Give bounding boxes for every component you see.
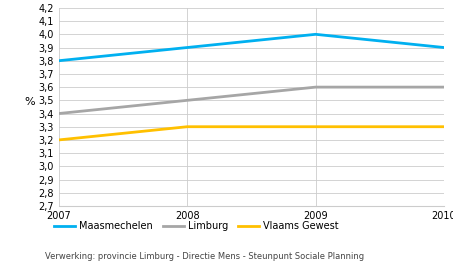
Legend: Maasmechelen, Limburg, Vlaams Gewest: Maasmechelen, Limburg, Vlaams Gewest — [50, 218, 343, 235]
Y-axis label: %: % — [25, 97, 35, 107]
Text: Verwerking: provincie Limburg - Directie Mens - Steunpunt Sociale Planning: Verwerking: provincie Limburg - Directie… — [45, 252, 364, 261]
